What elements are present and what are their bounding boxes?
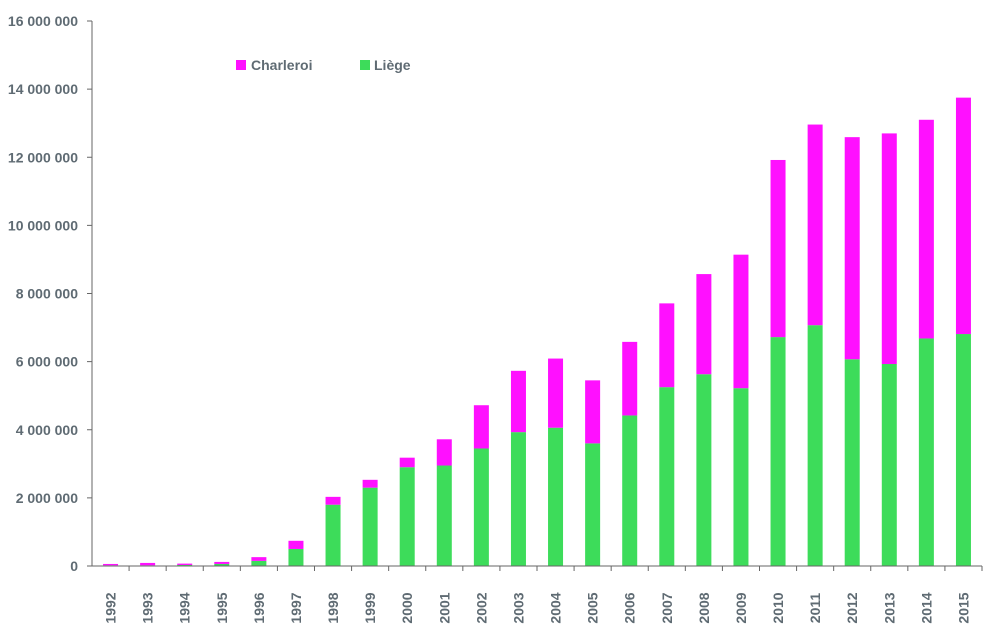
bar-liege-1997 [288,548,304,566]
bar-liege-1994 [177,564,193,566]
legend-item-charleroi: Charleroi [236,57,312,73]
x-tick-label: 2008 [696,592,712,623]
x-tick-label: 2005 [585,592,601,623]
bar-liege-2009 [733,388,749,566]
x-tick-label: 2012 [844,592,860,623]
y-tick-label: 8 000 000 [16,286,78,302]
x-tick-label: 1994 [177,592,193,623]
bar-liege-2014 [918,338,934,566]
bar-charleroi-2007 [659,303,675,388]
bar-charleroi-2009 [733,254,749,389]
legend-label-liege: Liège [374,57,411,73]
bar-charleroi-1999 [362,479,378,488]
bar-liege-2004 [548,427,564,566]
bar-charleroi-2003 [510,370,526,433]
bar-charleroi-2004 [548,358,564,428]
bar-charleroi-1994 [177,563,193,565]
x-tick-label: 1995 [214,592,230,623]
y-tick-label: 10 000 000 [8,217,78,233]
bar-charleroi-2015 [955,97,971,335]
y-tick-label: 4 000 000 [16,422,78,438]
bar-charleroi-2008 [696,274,712,375]
bar-liege-2013 [881,364,897,566]
x-tick-label: 2003 [510,592,526,623]
legend-item-liege: Liège [360,57,411,73]
legend-swatch-charleroi [236,60,246,70]
bar-charleroi-2005 [585,380,601,444]
bar-liege-2006 [622,415,638,566]
y-tick-label: 6 000 000 [16,354,78,370]
x-tick-label: 2013 [881,592,897,623]
bar-liege-1996 [251,560,267,566]
x-tick-label: 1992 [103,592,119,623]
x-tick-label: 1998 [325,592,341,623]
bar-charleroi-2001 [436,439,452,466]
bar-charleroi-1995 [214,561,230,564]
bar-charleroi-2002 [473,405,489,449]
y-tick-label: 0 [70,558,78,574]
bar-liege-2012 [844,359,860,566]
bar-charleroi-2012 [844,137,860,360]
bar-liege-2007 [659,387,675,566]
bar-liege-1998 [325,504,341,566]
bar-liege-2001 [436,465,452,566]
x-tick-label: 1993 [140,592,156,623]
y-tick-label: 12 000 000 [8,149,78,165]
x-tick-label: 2010 [770,592,786,623]
x-tick-label: 2004 [548,592,564,623]
bar-charleroi-2006 [622,341,638,416]
bar-charleroi-1996 [251,557,267,561]
bar-liege-2002 [473,448,489,566]
bar-charleroi-2014 [918,119,934,339]
y-tick-label: 14 000 000 [8,81,78,97]
y-tick-label: 2 000 000 [16,490,78,506]
bar-liege-2005 [585,443,601,566]
bar-liege-2010 [770,337,786,566]
x-tick-label: 1997 [288,592,304,623]
bar-charleroi-2013 [881,133,897,365]
x-tick-label: 2011 [807,593,823,624]
x-tick-label: 2000 [399,592,415,623]
legend: Charleroi Liège [236,57,411,73]
x-tick-label: 2009 [733,592,749,623]
x-tick-label: 1999 [362,592,378,623]
bar-charleroi-2011 [807,124,823,326]
x-axis-ticks: 1992 1993 1994 1995 1996 1997 1998 1999 2000 2001… [103,566,983,624]
bar-charleroi-1998 [325,496,341,505]
bar-charleroi-1997 [288,540,304,549]
bar-liege-2008 [696,374,712,566]
x-tick-label: 2015 [955,592,971,623]
bar-liege-2000 [399,467,415,566]
bar-liege-2015 [955,334,971,566]
x-tick-label: 1996 [251,592,267,623]
bar-liege-1999 [362,487,378,566]
bar-charleroi-2010 [770,159,786,338]
x-tick-label: 2002 [473,592,489,623]
legend-swatch-liege [360,60,370,70]
bar-liege-2011 [807,325,823,566]
bar-charleroi-1992 [103,563,119,566]
bar-charleroi-2000 [399,457,415,468]
x-tick-label: 2001 [436,592,452,623]
bar-liege-1995 [214,563,230,566]
x-tick-label: 2007 [659,592,675,623]
x-tick-label: 2006 [622,592,638,623]
y-axis-ticks: 0 2 000 000 4 000 000 6 000 000 8 000 000 10 … [8,13,92,574]
bar-charleroi-1993 [140,562,156,566]
y-tick-label: 16 000 000 [8,13,78,29]
bar-liege-2003 [510,432,526,566]
bars [103,97,971,566]
x-tick-label: 2014 [918,592,934,623]
legend-label-charleroi: Charleroi [251,57,312,73]
